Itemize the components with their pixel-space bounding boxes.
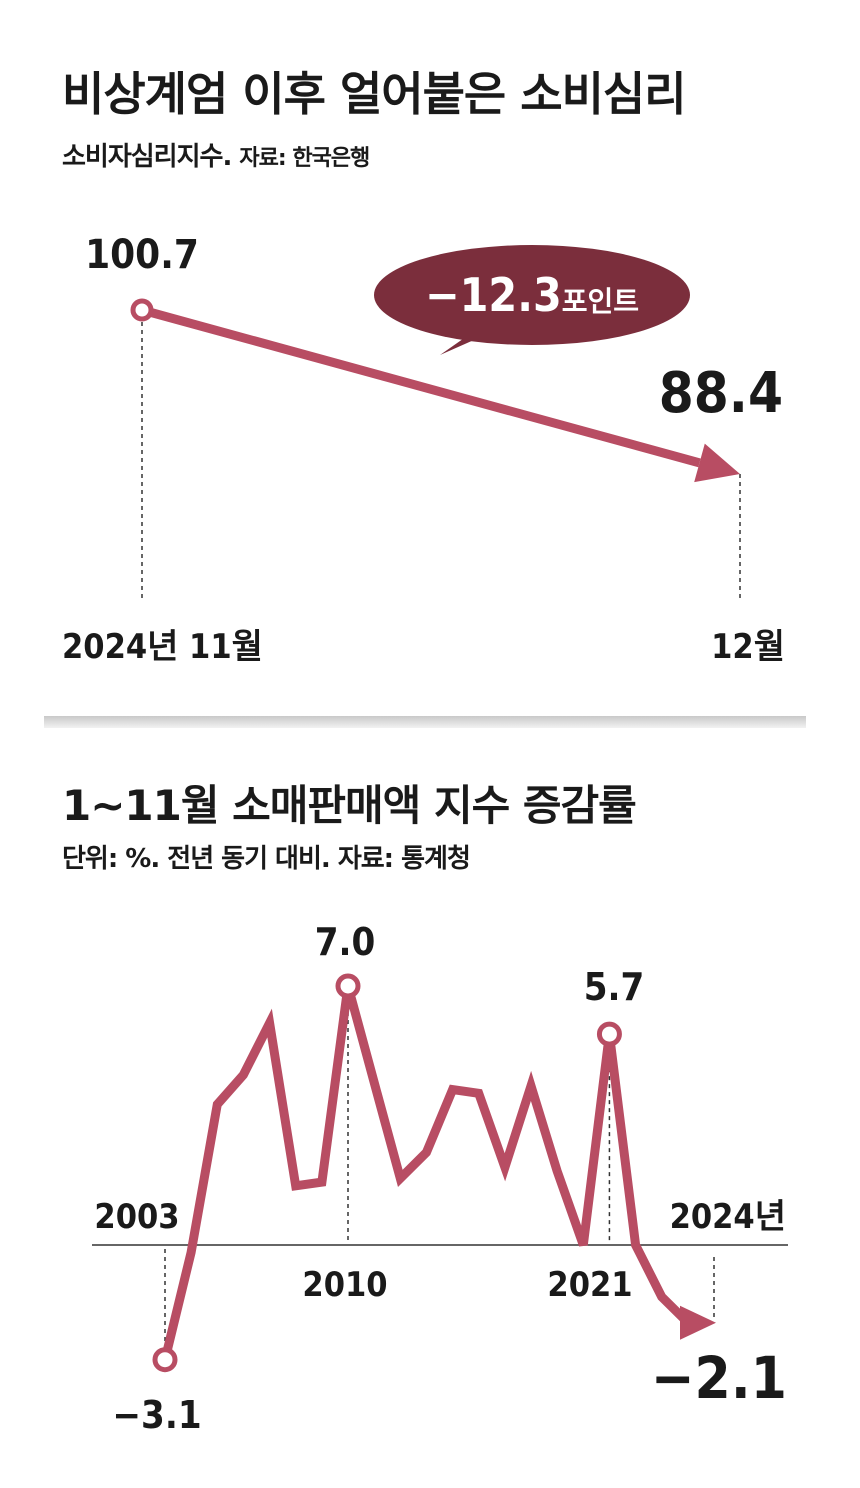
x-tick-label-start: 2024년 11월 bbox=[62, 627, 263, 667]
highlight-point-2003 bbox=[152, 1347, 178, 1373]
arrow-head bbox=[694, 443, 740, 483]
x-tick-label-2010: 2010 bbox=[302, 1265, 387, 1305]
series-line-retail-sales bbox=[160, 984, 699, 1361]
value-label-2021: 5.7 bbox=[584, 965, 645, 1009]
value-label-start: 100.7 bbox=[85, 232, 199, 278]
callout-value: −12.3 bbox=[425, 268, 562, 322]
chart2-title: 1~11월 소매판매액 지수 증감률 bbox=[62, 781, 637, 830]
callout-unit: 포인트 bbox=[562, 285, 639, 318]
highlight-point-2010 bbox=[335, 973, 361, 999]
value-label-2010: 7.0 bbox=[315, 920, 376, 964]
x-tick-label-end: 12월 bbox=[711, 627, 785, 667]
data-point-start bbox=[130, 298, 154, 322]
arrow-head-2024 bbox=[680, 1305, 716, 1340]
highlight-point-2020 bbox=[596, 1021, 622, 1047]
value-label-2024: −2.1 bbox=[651, 1344, 787, 1412]
x-tick-label-2003: 2003 bbox=[94, 1197, 179, 1237]
value-label-end: 88.4 bbox=[659, 361, 783, 426]
chart1-source: 자료: 한국은행 bbox=[239, 146, 370, 171]
chart1-title: 비상계엄 이후 얼어붙은 소비심리 bbox=[62, 67, 687, 121]
chart1-svg: 100.7 88.4 2024년 11월 12월 −12.3포인트 bbox=[62, 232, 785, 667]
series-line-consumer-sentiment bbox=[140, 305, 701, 468]
chart1-subtitle-text: 소비자심리지수. bbox=[62, 142, 232, 172]
x-tick-label-2024: 2024년 bbox=[670, 1197, 786, 1237]
chart2-subtitle: 단위: %. 전년 동기 대비. 자료: 통계청 bbox=[62, 844, 471, 874]
chart1-subtitle: 소비자심리지수. 자료: 한국은행 bbox=[62, 136, 370, 173]
callout-bubble bbox=[374, 245, 690, 345]
section-divider bbox=[44, 716, 806, 728]
callout-text: −12.3포인트 bbox=[425, 268, 639, 322]
x-tick-label-2021: 2021 bbox=[547, 1265, 632, 1305]
value-label-2003: −3.1 bbox=[112, 1393, 201, 1437]
